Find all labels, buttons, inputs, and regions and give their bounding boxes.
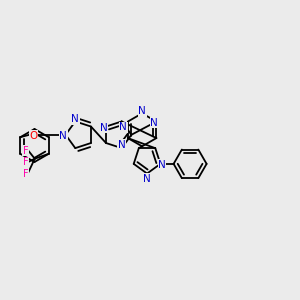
Text: N: N (158, 160, 166, 170)
Text: N: N (118, 140, 126, 150)
Text: N: N (71, 114, 79, 124)
Text: N: N (119, 122, 127, 132)
Text: F: F (23, 157, 28, 167)
Text: F: F (23, 146, 28, 156)
Text: N: N (59, 131, 67, 141)
Text: N: N (150, 118, 158, 128)
Text: F: F (23, 169, 28, 179)
Text: N: N (100, 122, 107, 133)
Text: N: N (143, 174, 151, 184)
Text: N: N (138, 106, 146, 116)
Text: O: O (29, 131, 38, 141)
